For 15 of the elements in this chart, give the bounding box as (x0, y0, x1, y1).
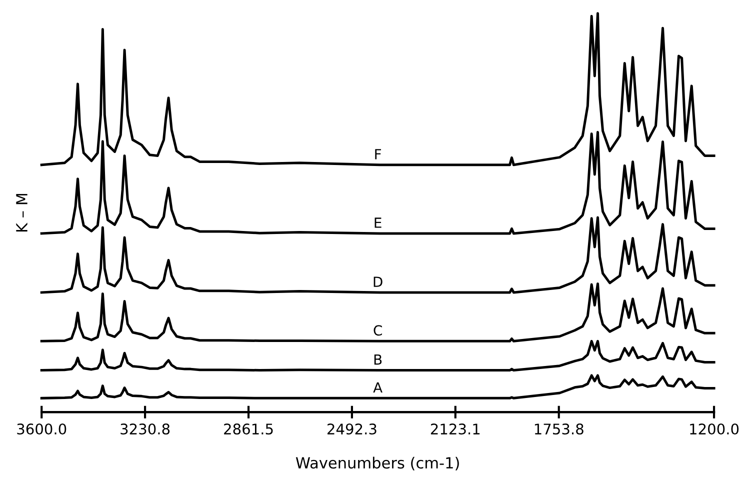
series-label: C (374, 325, 382, 336)
x-tick-label: 1200.0 (690, 423, 739, 435)
x-tick-label: 2861.5 (224, 423, 273, 435)
series-label: F (375, 149, 381, 160)
series-label: E (374, 218, 382, 228)
series-label: A (373, 382, 382, 393)
x-tick-label: 2492.3 (328, 423, 376, 435)
x-tick-label: 3230.8 (120, 423, 170, 435)
x-axis-title: Wavenumbers (cm-1) (296, 456, 459, 470)
series-label: B (374, 354, 382, 365)
y-axis-title: K – M (16, 194, 28, 232)
x-tick-label: 2123.1 (430, 423, 480, 435)
x-tick-label: 1753.8 (534, 423, 584, 435)
x-tick-label: 3600.0 (17, 423, 66, 435)
series-label: D (374, 276, 382, 287)
